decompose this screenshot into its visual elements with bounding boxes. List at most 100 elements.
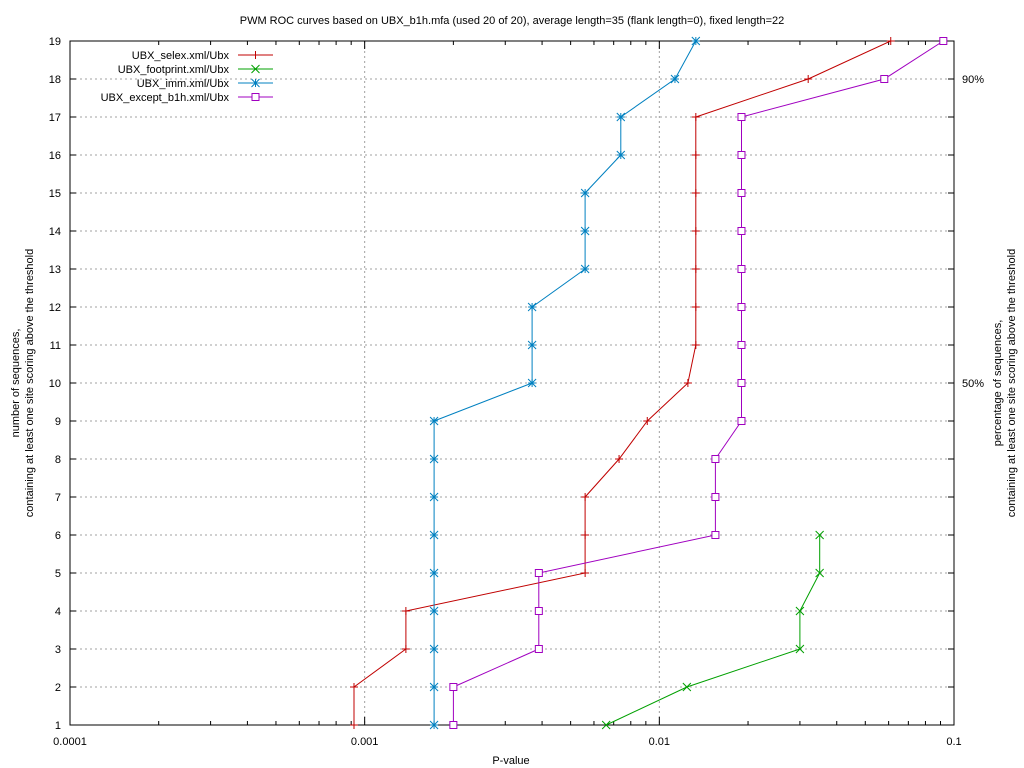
data-point (616, 150, 626, 160)
data-point (429, 492, 439, 502)
chart-title: PWM ROC curves based on UBX_b1h.mfa (use… (240, 15, 785, 27)
data-point (691, 36, 701, 46)
legend-swatch-marker (251, 93, 260, 101)
series-3 (449, 37, 948, 729)
y-tick-label: 16 (49, 150, 61, 162)
data-point (691, 227, 700, 235)
tick-layer: 1234567891011121314151617181950%90%0.000… (49, 36, 984, 748)
legend-swatch-marker (251, 78, 260, 88)
data-point (939, 37, 948, 45)
x-axis-label: P-value (492, 755, 529, 767)
y2-axis-label-line-2: containing at least one site scoring abo… (1006, 249, 1018, 517)
data-point (795, 644, 805, 654)
data-point (682, 682, 692, 692)
data-point (581, 569, 590, 577)
data-point (737, 303, 746, 311)
series-1 (601, 530, 825, 730)
data-point (581, 531, 590, 539)
data-point (527, 378, 537, 388)
data-point (429, 644, 439, 654)
data-point (527, 340, 537, 350)
series-layer (349, 36, 948, 730)
data-point (683, 379, 692, 387)
data-point (401, 607, 410, 615)
series-0 (349, 37, 895, 729)
legend-label: UBX_imm.xml/Ubx (137, 78, 230, 90)
data-point (643, 417, 652, 425)
y-tick-label: 6 (55, 530, 61, 542)
data-point (349, 683, 358, 691)
data-point (429, 606, 439, 616)
y-tick-label: 1 (55, 720, 61, 732)
data-point (815, 530, 825, 540)
data-point (615, 455, 624, 463)
data-point (581, 493, 590, 501)
data-point (534, 569, 543, 577)
y-axis-label: number of sequences, containing at least… (10, 249, 36, 517)
y-tick-label: 7 (55, 492, 61, 504)
data-point (691, 303, 700, 311)
x-tick-label: 0.001 (351, 736, 379, 748)
data-point (616, 112, 626, 122)
y2-tick-label: 50% (962, 378, 984, 390)
legend-label: UBX_selex.xml/Ubx (132, 50, 230, 62)
legend-swatch-marker (251, 64, 260, 74)
y-axis-label-line-1: number of sequences, (10, 329, 22, 438)
series-2 (429, 36, 701, 730)
data-point (737, 265, 746, 273)
y-tick-label: 17 (49, 112, 61, 124)
data-point (737, 189, 746, 197)
y-tick-label: 14 (49, 226, 61, 238)
data-point (691, 151, 700, 159)
x-tick-label: 0.01 (649, 736, 670, 748)
data-point (534, 607, 543, 615)
data-point (795, 606, 805, 616)
data-point (691, 189, 700, 197)
legend: UBX_selex.xml/Ubx UBX_footprint.xml/Ubx UB… (101, 50, 273, 104)
data-point (815, 568, 825, 578)
data-point (429, 530, 439, 540)
data-point (711, 455, 720, 463)
data-point (429, 454, 439, 464)
data-point (429, 720, 439, 730)
data-point (349, 721, 358, 729)
y-tick-label: 12 (49, 302, 61, 314)
y-tick-label: 8 (55, 454, 61, 466)
y-tick-label: 10 (49, 378, 61, 390)
data-point (527, 302, 537, 312)
data-point (691, 113, 700, 121)
data-point (580, 226, 590, 236)
x-tick-label: 0.0001 (53, 736, 87, 748)
data-point (886, 37, 895, 45)
data-point (401, 645, 410, 653)
data-point (449, 721, 458, 729)
data-point (711, 531, 720, 539)
data-point (737, 417, 746, 425)
data-point (737, 113, 746, 121)
data-point (691, 341, 700, 349)
y-tick-label: 11 (50, 340, 61, 352)
data-point (670, 74, 680, 84)
y-tick-label: 3 (55, 644, 61, 656)
data-point (449, 683, 458, 691)
x-tick-label: 0.1 (946, 736, 961, 748)
y-tick-label: 18 (49, 74, 61, 86)
y-tick-label: 15 (49, 188, 61, 200)
y-tick-label: 9 (55, 416, 61, 428)
series-line (605, 535, 821, 726)
y-tick-label: 2 (55, 682, 61, 694)
data-point (691, 265, 700, 273)
data-point (601, 720, 611, 730)
data-point (429, 682, 439, 692)
data-point (711, 493, 720, 501)
legend-label: UBX_except_b1h.xml/Ubx (101, 92, 230, 104)
data-point (737, 151, 746, 159)
data-point (737, 227, 746, 235)
data-point (429, 568, 439, 578)
legend-swatch-marker (251, 51, 260, 59)
legend-label: UBX_footprint.xml/Ubx (118, 64, 230, 76)
y2-axis-label: percentage of sequences, containing at l… (992, 249, 1018, 517)
y-tick-label: 4 (55, 606, 61, 618)
